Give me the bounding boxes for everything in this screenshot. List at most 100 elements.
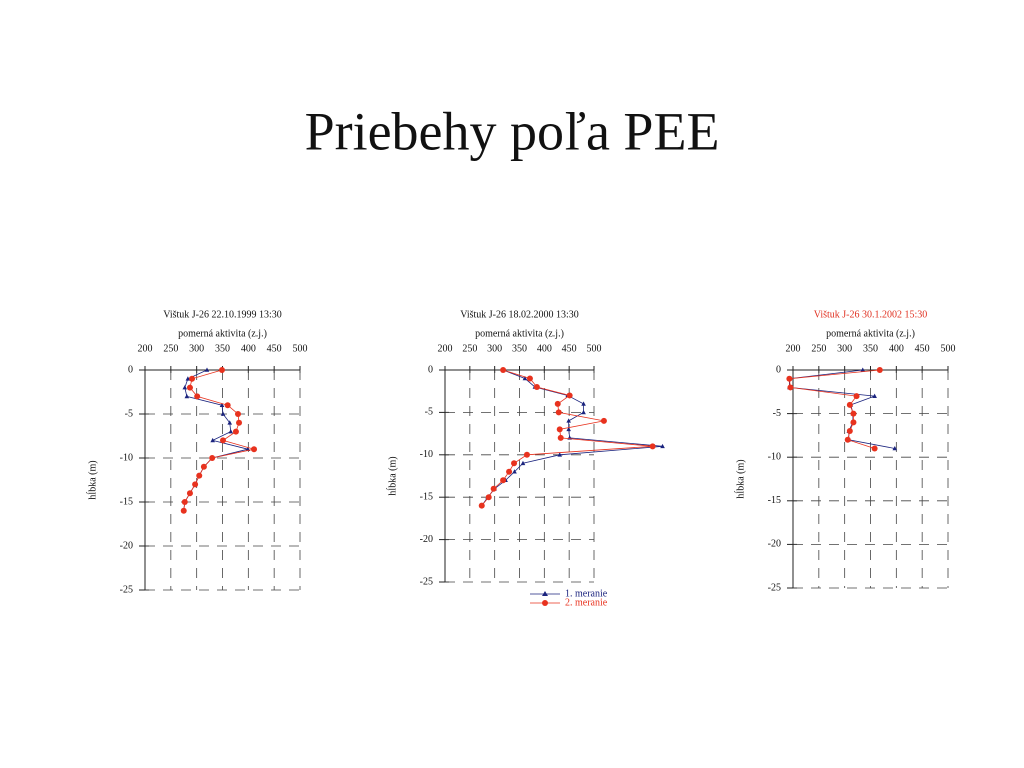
point <box>182 385 188 390</box>
x-tick-label: 350 <box>512 343 527 354</box>
point <box>184 393 190 399</box>
point <box>649 443 656 450</box>
x-axis-label: pomerná aktivita (z.j.) <box>475 328 564 339</box>
point <box>186 384 193 391</box>
x-tick-label: 400 <box>241 343 256 354</box>
y-tick-label: -5 <box>425 407 433 418</box>
y-tick-label: -15 <box>120 496 133 507</box>
y-axis-label: hĺbka (m) <box>385 456 398 495</box>
point <box>876 367 883 373</box>
point <box>554 400 561 407</box>
series-line <box>481 369 653 506</box>
point <box>853 393 860 400</box>
point <box>224 402 231 409</box>
x-tick-label: 300 <box>189 343 204 354</box>
legend-marker <box>542 591 548 596</box>
point <box>786 375 793 382</box>
y-tick-label: -15 <box>420 491 433 502</box>
chart-title: Vištuk J-26 18.02.2000 13:30 <box>460 309 579 320</box>
point <box>251 446 258 453</box>
point <box>219 402 225 407</box>
y-tick-label: -10 <box>420 449 433 460</box>
point <box>228 429 234 434</box>
point <box>500 367 507 373</box>
x-tick-label: 500 <box>941 343 956 354</box>
point <box>581 401 586 406</box>
point <box>557 452 563 457</box>
y-tick-label: -5 <box>125 408 133 419</box>
chart: Vištuk J-26 30.1.2002 15:30 pomerná aktiv… <box>733 309 955 593</box>
point <box>522 375 528 381</box>
point <box>872 393 877 398</box>
series-line <box>183 369 255 511</box>
point <box>227 420 233 425</box>
chart: Vištuk J-26 18.02.2000 13:30 pomerná akti… <box>385 309 665 608</box>
y-tick-label: -25 <box>420 576 433 587</box>
point <box>555 409 562 416</box>
x-tick-label: 350 <box>215 343 230 354</box>
point <box>490 485 497 492</box>
y-tick-label: -25 <box>120 584 133 595</box>
y-tick-label: -15 <box>768 495 781 506</box>
point <box>186 490 193 497</box>
point <box>787 384 794 391</box>
x-tick-label: 400 <box>889 343 904 354</box>
chart-title: Vištuk J-26 30.1.2002 15:30 <box>814 309 928 320</box>
legend-marker <box>542 600 548 606</box>
point <box>220 437 227 444</box>
point <box>192 481 199 488</box>
point <box>846 428 853 435</box>
y-tick-label: -10 <box>768 451 781 462</box>
point <box>506 468 513 475</box>
series-line <box>481 369 663 506</box>
point <box>500 477 507 484</box>
x-tick-label: 300 <box>837 343 852 354</box>
x-tick-label: 500 <box>293 343 308 354</box>
x-tick-label: 250 <box>163 343 178 354</box>
x-tick-label: 500 <box>587 343 602 354</box>
x-tick-label: 250 <box>811 343 826 354</box>
point <box>204 367 210 372</box>
point <box>844 436 851 443</box>
y-tick-label: 0 <box>776 364 781 375</box>
y-tick-label: -20 <box>768 539 781 550</box>
point <box>209 455 216 461</box>
point <box>218 367 225 373</box>
legend-label: 2. meranie <box>565 597 608 608</box>
point <box>850 410 857 417</box>
point <box>185 376 191 381</box>
x-tick-label: 200 <box>786 343 801 354</box>
point <box>194 393 201 400</box>
x-tick-label: 450 <box>915 343 930 354</box>
point <box>526 375 533 382</box>
x-tick-label: 300 <box>487 343 502 354</box>
point <box>871 445 878 452</box>
y-tick-label: -10 <box>120 452 133 463</box>
x-tick-label: 200 <box>138 343 153 354</box>
point <box>232 428 239 435</box>
point <box>189 375 196 382</box>
point <box>210 437 215 443</box>
y-tick-label: -20 <box>420 534 433 545</box>
point <box>200 463 207 470</box>
chart-title: Vištuk J-26 22.10.1999 13:30 <box>163 309 282 320</box>
point <box>180 507 187 514</box>
point <box>846 401 853 408</box>
point <box>660 443 665 449</box>
point <box>220 411 226 416</box>
x-tick-label: 400 <box>537 343 552 354</box>
x-tick-label: 450 <box>267 343 282 354</box>
x-axis-label: pomerná aktivita (z.j.) <box>178 328 267 339</box>
series-line <box>788 369 895 449</box>
point <box>557 434 564 441</box>
point <box>566 392 573 399</box>
point <box>478 502 485 509</box>
point <box>860 367 866 372</box>
point <box>523 451 530 458</box>
y-axis-label: hĺbka (m) <box>733 459 746 498</box>
point <box>892 445 898 451</box>
point <box>566 426 571 432</box>
x-tick-label: 250 <box>462 343 477 354</box>
series-line <box>788 369 880 449</box>
point <box>512 469 517 474</box>
